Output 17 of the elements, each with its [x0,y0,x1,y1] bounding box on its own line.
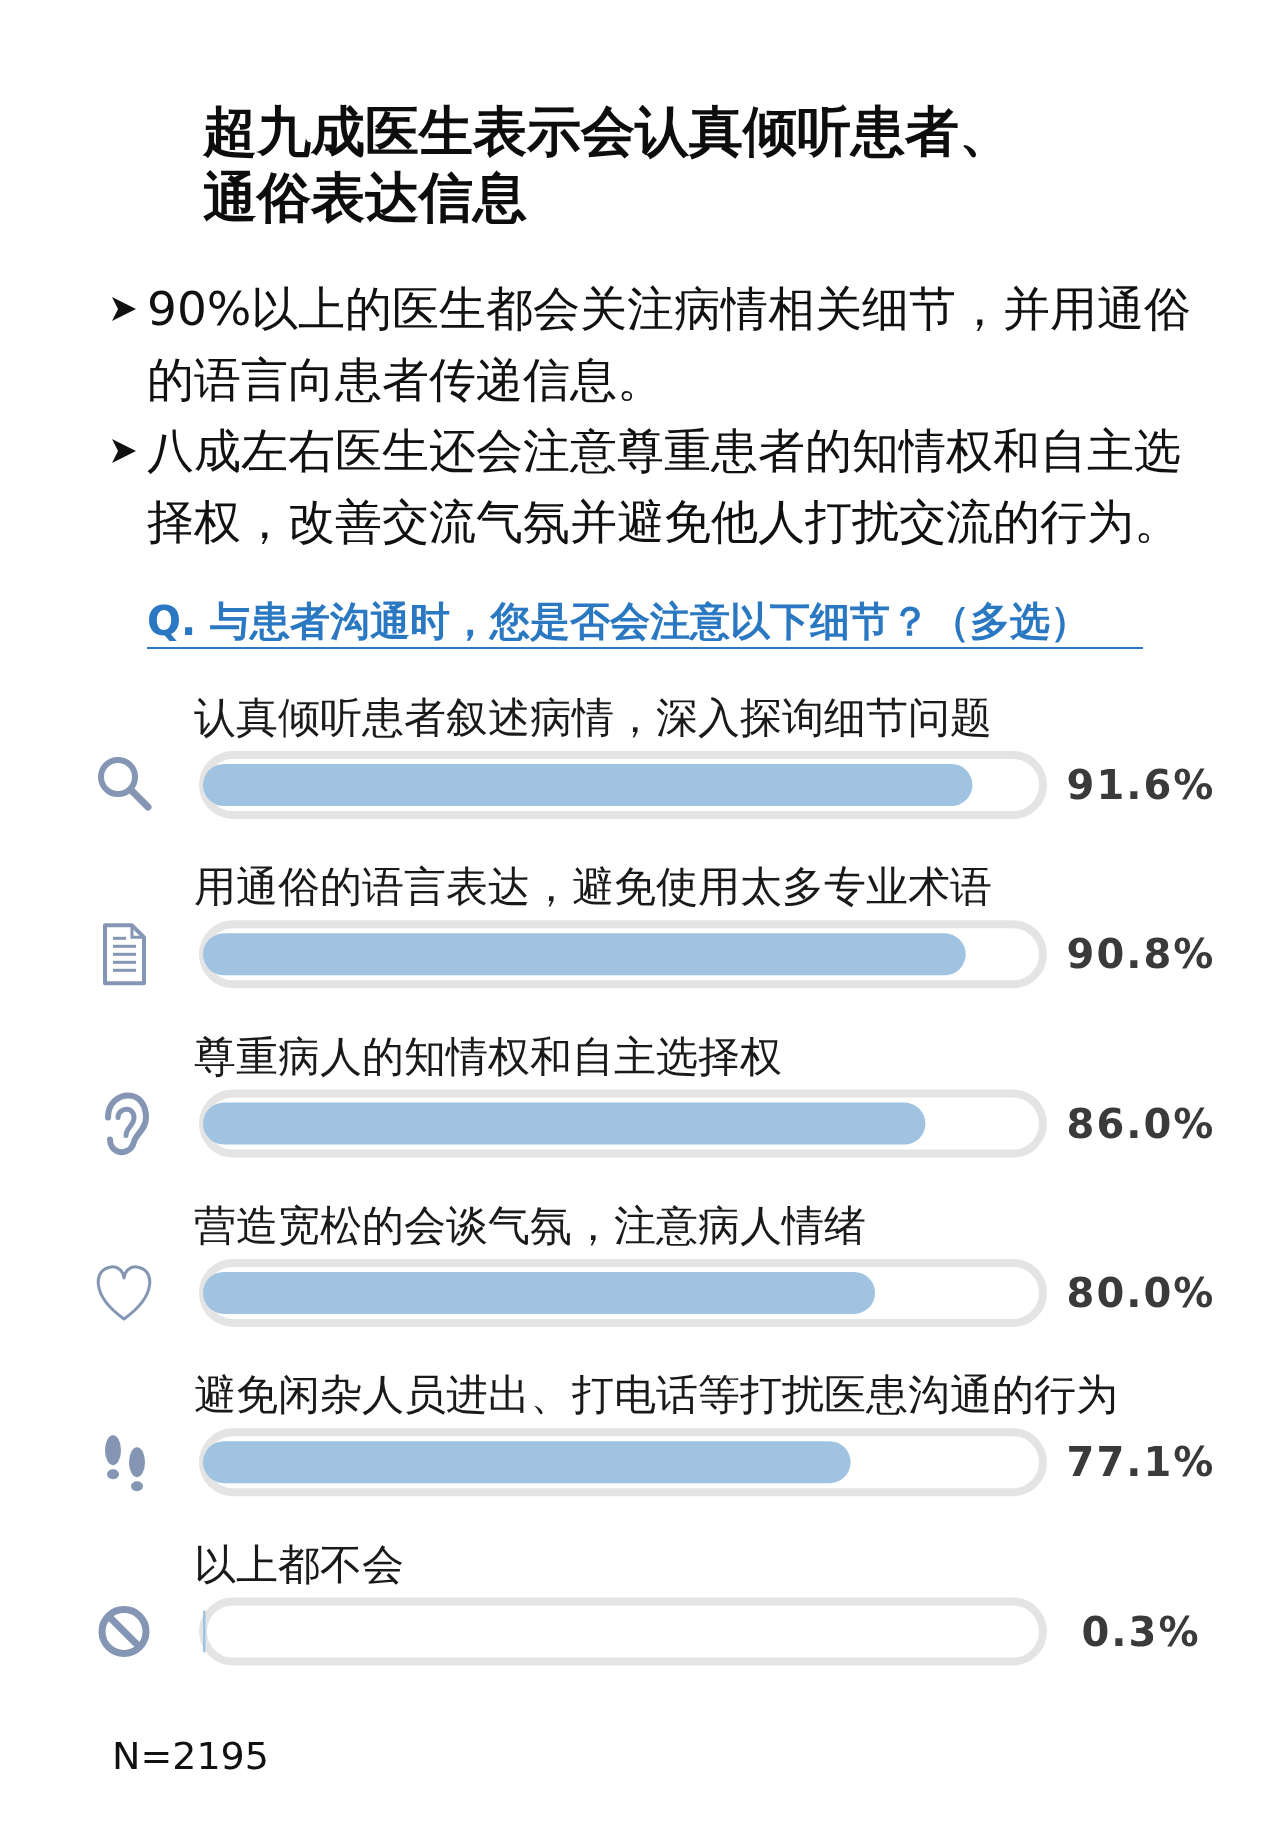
data-label: 77.1% [1066,1439,1216,1486]
y-tick-label: 以上都不会 [194,1539,404,1589]
text: 八成左右医生还会注意尊重患者的知情权和自主选择权，改善交流气氛并避免他人打扰交流的行为。 [147,423,1181,549]
y-tick-label: 营造宽松的会谈气氛，注意病人情绪 [194,1200,866,1250]
data-label: 90.8% [1066,931,1216,978]
text: 90%以上的医生都会关注病情相关细节，并用通俗的语言向患者传递信息。 [147,281,1192,407]
y-tick-label: 认真倾听患者叙述病情，深入探询细节问题 [194,693,992,742]
data-label: 91.6% [1066,762,1216,808]
data-label: 0.3% [1081,1608,1201,1655]
data-label: 80.0% [1066,1269,1216,1316]
text: N=2195 [112,1734,269,1778]
chart-subtitle: Q. 与患者沟通时，您是否会注意以下细节？（多选） [147,598,1091,644]
y-tick-label: 用通俗的语言表达，避免使用太多专业术语 [194,862,992,912]
data-label: 86.0% [1066,1100,1216,1147]
y-tick-label: 尊重病人的知情权和自主选择权 [194,1031,782,1081]
chart-title: 超九成医生表示会认真倾听患者、通俗表达信息 [202,100,1013,229]
y-tick-label: 避免闲杂人员进出、打电话等打扰医患沟通的行为 [194,1370,1118,1420]
